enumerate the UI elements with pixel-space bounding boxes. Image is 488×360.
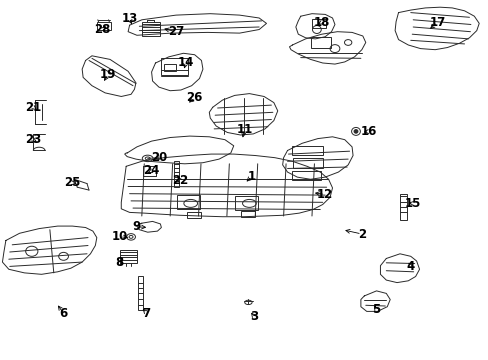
Bar [293, 158, 322, 168]
Bar [292, 146, 322, 155]
Ellipse shape [353, 130, 357, 133]
Text: 19: 19 [99, 68, 116, 81]
Text: 26: 26 [186, 91, 203, 104]
Bar [161, 58, 188, 75]
Bar [142, 22, 160, 36]
Text: 21: 21 [25, 101, 41, 114]
Text: 3: 3 [250, 310, 258, 323]
Text: 16: 16 [360, 125, 377, 138]
Text: 22: 22 [171, 174, 188, 186]
Bar [186, 212, 201, 218]
Text: 28: 28 [94, 23, 111, 36]
Text: 5: 5 [372, 303, 380, 316]
Bar [173, 161, 179, 187]
Text: 15: 15 [404, 197, 421, 210]
Bar [234, 196, 258, 210]
Text: 7: 7 [142, 307, 150, 320]
Text: 23: 23 [25, 133, 41, 146]
Bar [240, 211, 255, 217]
Text: 14: 14 [177, 57, 194, 69]
Bar [138, 276, 142, 310]
Text: 17: 17 [428, 16, 445, 29]
Text: 2: 2 [357, 228, 365, 240]
Bar [399, 194, 406, 220]
Text: 20: 20 [150, 151, 167, 164]
Text: 12: 12 [316, 188, 333, 201]
Bar [163, 64, 176, 71]
Text: 25: 25 [64, 176, 81, 189]
Text: 1: 1 [247, 170, 255, 183]
Text: 13: 13 [121, 12, 138, 25]
Text: 9: 9 [133, 220, 141, 233]
Text: 8: 8 [116, 256, 123, 269]
Bar [311, 19, 325, 28]
Bar [177, 195, 200, 209]
Bar [310, 37, 330, 48]
Bar [292, 171, 320, 180]
Text: 6: 6 [60, 307, 67, 320]
Text: 4: 4 [406, 260, 414, 273]
Bar [97, 22, 111, 30]
Text: 27: 27 [167, 25, 184, 38]
Text: 11: 11 [236, 123, 252, 136]
Text: 24: 24 [143, 165, 160, 177]
Text: 10: 10 [111, 230, 128, 243]
Text: 18: 18 [313, 16, 329, 29]
Bar [120, 250, 137, 263]
